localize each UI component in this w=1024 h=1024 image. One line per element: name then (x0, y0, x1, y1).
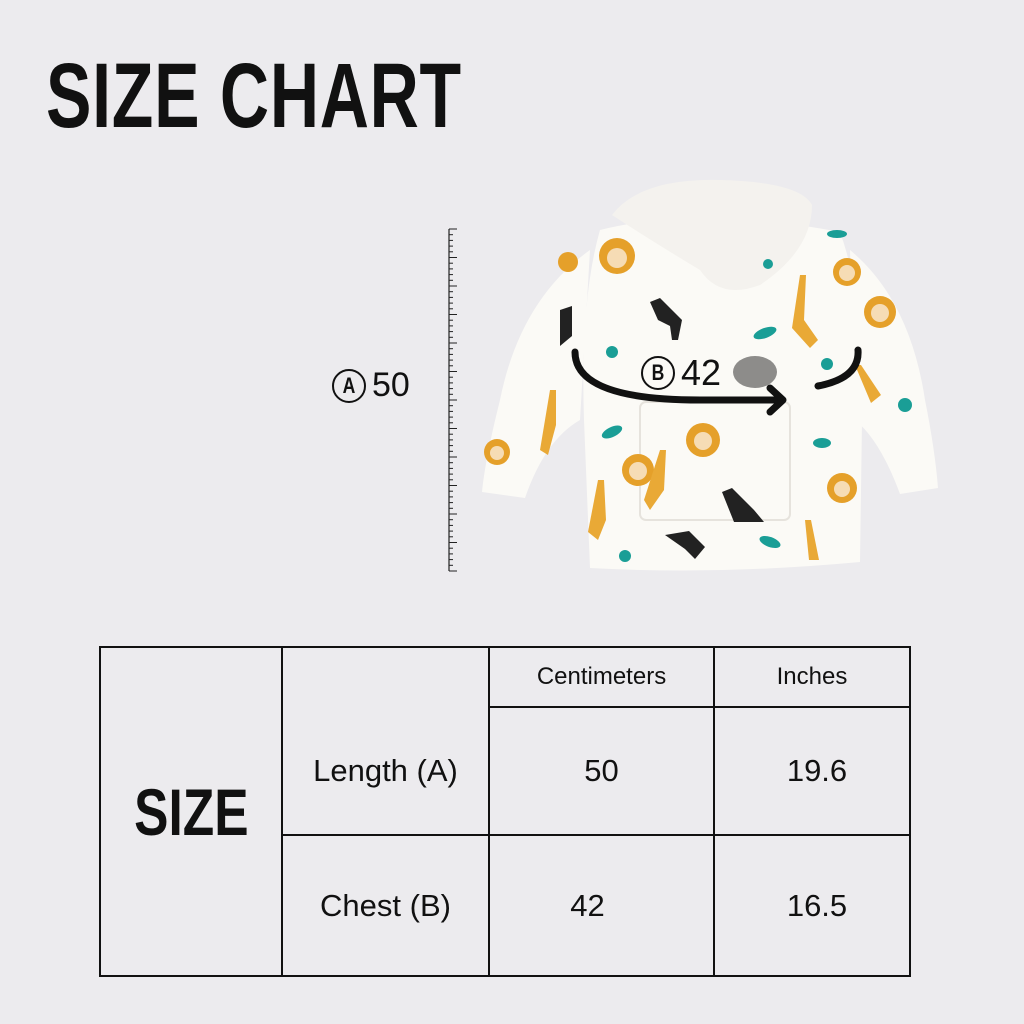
marker-a-badge: A (332, 368, 366, 403)
row-label-length: Length (A) (313, 753, 458, 788)
column-header-centimeters: Centimeters (536, 663, 667, 690)
hoodie-image (482, 179, 938, 571)
ruler (448, 228, 457, 572)
chest-measure-arrow (571, 346, 862, 416)
chest-value: 42 (681, 352, 722, 393)
chest-label: B 42 (641, 352, 721, 394)
size-header-cell: SIZE (133, 774, 249, 849)
row-label-chest: Chest (B) (320, 887, 451, 923)
length-in-value: 19.6 (786, 753, 848, 788)
length-value: 50 (372, 366, 410, 404)
length-label: A 50 (332, 366, 410, 405)
length-cm-value: 50 (584, 753, 619, 788)
chest-in-value: 16.5 (786, 887, 848, 923)
page-title: SIZE CHART (46, 45, 462, 147)
column-header-inches: Inches (776, 663, 848, 690)
marker-b-badge: B (641, 356, 675, 390)
chest-cm-value: 42 (570, 887, 605, 923)
